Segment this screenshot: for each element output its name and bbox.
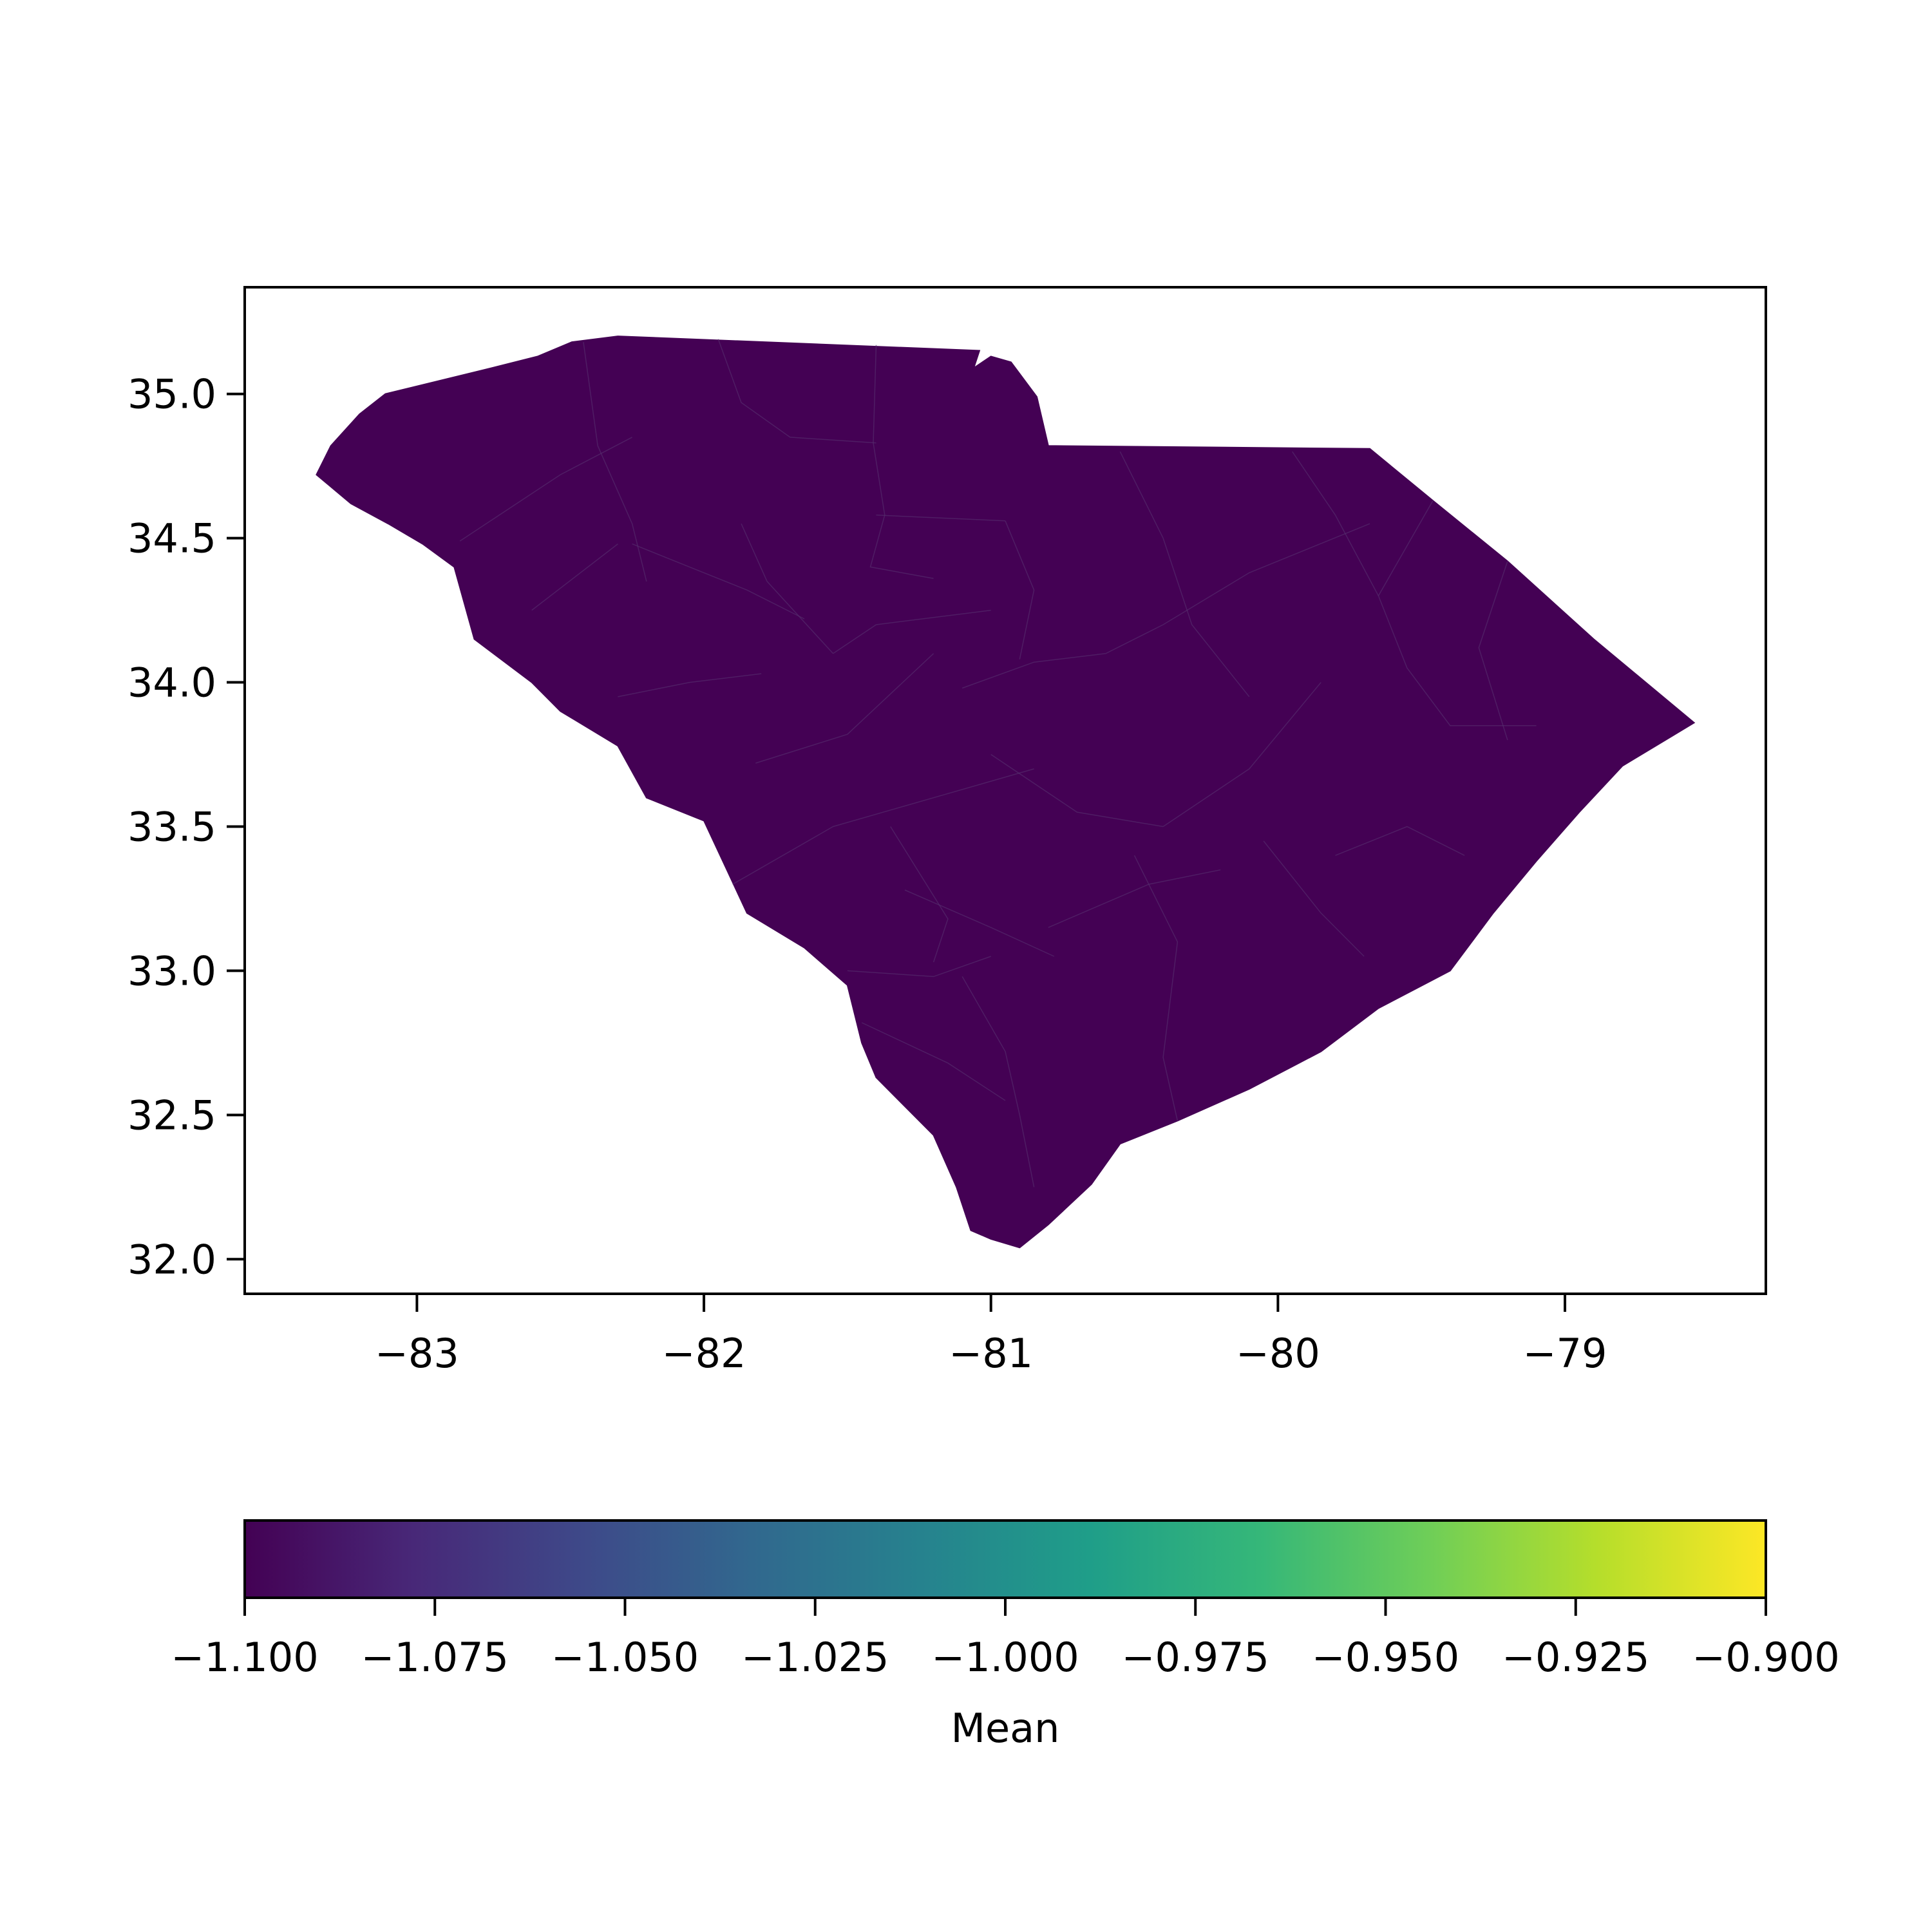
county-boundary	[583, 341, 647, 582]
x-tick-label: −80	[1236, 1330, 1320, 1377]
y-tick-label: 32.0	[128, 1236, 216, 1283]
county-boundary	[904, 889, 1055, 957]
county-boundary	[1378, 500, 1537, 726]
county-boundary	[741, 523, 834, 654]
x-tick-label: −81	[949, 1330, 1033, 1377]
colorbar-tick-label: −1.000	[931, 1634, 1079, 1681]
colorbar-tick-label: −1.050	[551, 1634, 699, 1681]
y-tick-label: 32.5	[128, 1092, 216, 1139]
colorbar-tick-label: −0.900	[1692, 1634, 1839, 1681]
colorbar-ticks: −1.100 −1.075 −1.050 −1.025 −1.000 −0.975 −0.9…	[171, 1598, 1840, 1681]
county-boundary	[632, 543, 805, 620]
map-layer	[316, 336, 1696, 1249]
y-axis: 32.0 32.5 33.0 33.5 34.0 34.5 35.0	[128, 371, 245, 1283]
colorbar-tick-label: −0.975	[1122, 1634, 1269, 1681]
colorbar-tick-label: −1.100	[171, 1634, 318, 1681]
county-boundary	[618, 673, 762, 697]
colorbar-tick-label: −0.925	[1502, 1634, 1649, 1681]
county-boundary	[459, 437, 632, 542]
county-boundary	[1335, 826, 1465, 856]
county-boundary	[961, 976, 1035, 1188]
county-boundary	[833, 609, 991, 654]
county-boundary	[890, 826, 949, 963]
map-panel: −83 −82 −81 −80 −79 32.0 32.5 33.0 33.5 34.0 34.5…	[128, 286, 1767, 1377]
colorbar-label: Mean	[951, 1705, 1060, 1752]
county-boundary	[717, 339, 876, 444]
x-tick-label: −83	[375, 1330, 459, 1377]
county-boundary	[1162, 682, 1321, 828]
map-axes-frame	[243, 286, 1767, 1295]
x-tick-label: −82	[662, 1330, 746, 1377]
county-boundary	[1005, 520, 1035, 659]
y-tick-label: 34.5	[128, 515, 216, 562]
county-boundary	[1292, 451, 1379, 596]
y-tick-label: 33.0	[128, 947, 216, 994]
x-tick-label: −79	[1523, 1330, 1607, 1377]
colorbar-tick-label: −1.075	[361, 1634, 509, 1681]
county-boundary	[847, 956, 991, 978]
county-boundary	[961, 523, 1370, 689]
state-shape	[316, 336, 1696, 1249]
county-boundary	[1133, 855, 1179, 1121]
colorbar: −1.100 −1.075 −1.050 −1.025 −1.000 −0.975 −0.9…	[171, 1519, 1840, 1752]
county-boundary	[531, 544, 618, 611]
colorbar-bar	[243, 1519, 1767, 1599]
y-tick-label: 35.0	[128, 371, 216, 418]
colorbar-tick-label: −0.950	[1312, 1634, 1459, 1681]
county-boundary	[861, 1022, 1006, 1101]
county-boundary	[990, 753, 1164, 828]
y-tick-label: 34.0	[128, 659, 216, 706]
county-boundary	[732, 768, 1034, 885]
county-boundary	[755, 653, 934, 764]
colorbar-tick-label: −1.025	[741, 1634, 889, 1681]
county-boundary	[1263, 840, 1365, 957]
county-boundary	[876, 515, 1006, 522]
county-boundary	[1478, 561, 1508, 741]
y-tick-label: 33.5	[128, 803, 216, 850]
county-boundary	[1119, 451, 1250, 697]
x-axis: −83 −82 −81 −80 −79	[375, 1294, 1607, 1377]
